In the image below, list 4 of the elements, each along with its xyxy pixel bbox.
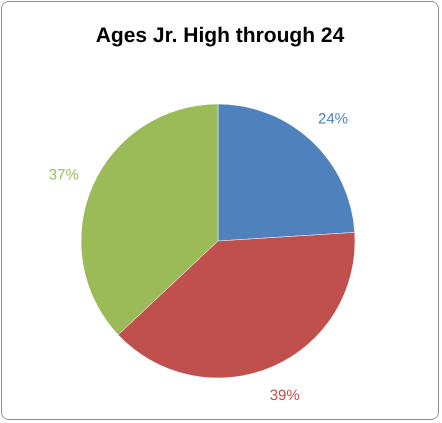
data-label: 39% bbox=[270, 387, 300, 404]
data-label: 37% bbox=[48, 166, 79, 184]
chart-title: Ages Jr. High through 24 bbox=[96, 24, 345, 47]
data-label: 24% bbox=[318, 110, 348, 128]
